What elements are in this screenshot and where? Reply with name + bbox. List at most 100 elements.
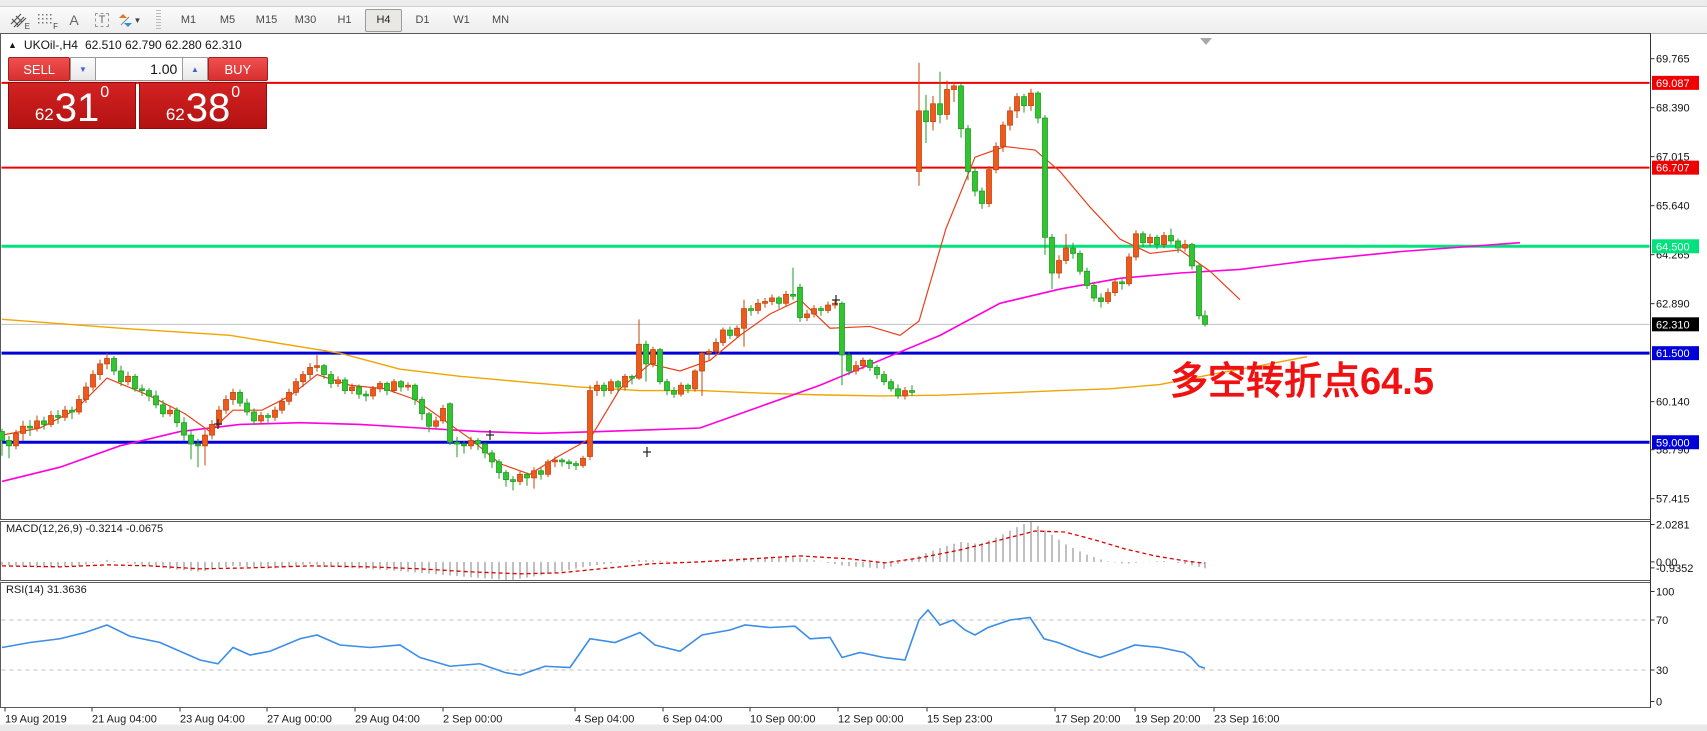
equidistant-channel-icon[interactable]: E: [4, 9, 32, 31]
sell-price-big: 31: [54, 85, 100, 130]
price-badge: [1652, 75, 1699, 90]
pane-frame: [0, 33, 1651, 520]
price-axis-label: 57.415: [1656, 494, 1690, 506]
time-axis-label: 6 Sep 04:00: [663, 714, 722, 726]
time-axis-label: 19 Aug 2019: [5, 714, 67, 726]
price-badge-text: 62.310: [1656, 319, 1690, 331]
price-axis-label: 60.140: [1656, 397, 1690, 409]
timeframe-button-mn[interactable]: MN: [491, 14, 510, 26]
symbol-ohlc: 62.510 62.790 62.280 62.310: [84, 38, 242, 52]
time-axis-label: 21 Aug 04:00: [92, 714, 157, 726]
price-badge: [1652, 435, 1699, 450]
macd-signal-line: [1, 530, 1206, 575]
buy-price-handle: 62: [165, 105, 185, 124]
time-axis-label: 19 Sep 20:00: [1135, 714, 1200, 726]
timeframe-button-m30[interactable]: M30: [294, 14, 317, 26]
symbol-header: ▲ UKOil-,H4 62.510 62.790 62.280 62.310: [8, 38, 242, 52]
toolbar-grip[interactable]: [156, 10, 161, 30]
timeframe-button-d1[interactable]: D1: [415, 14, 430, 26]
macd-value: -0.3214: [85, 523, 123, 535]
macd-pane-title: MACD(12,26,9) -0.3214 -0.0675: [6, 523, 163, 535]
buy-price-big: 38: [185, 85, 231, 130]
macd-axis-label: 2.0281: [1656, 520, 1690, 532]
timeframe-group: M1 M5 M15 M30 H1 H4 D1 W1 MN: [165, 7, 524, 33]
rsi-label: RSI(14): [6, 584, 44, 596]
timeframe-button-h4[interactable]: H4: [365, 8, 402, 32]
price-axis-label: 65.640: [1656, 201, 1690, 213]
time-axis-label: 4 Sep 04:00: [575, 714, 634, 726]
time-axis-label: 23 Aug 04:00: [180, 714, 245, 726]
timeframe-button-w1[interactable]: W1: [453, 14, 470, 26]
timeframe-button-m15[interactable]: M15: [255, 14, 278, 26]
toolbar: E F A T ▼ M1 M5 M15 M30 H1 H4 D1 W1 M: [0, 7, 1707, 34]
price-badge-text: 59.000: [1656, 437, 1690, 449]
price-axis-label: 68.390: [1656, 103, 1690, 115]
buy-price-display[interactable]: 62 38 0: [139, 82, 267, 129]
time-axis-label: 10 Sep 00:00: [750, 714, 815, 726]
text-box-icon[interactable]: T: [88, 9, 116, 31]
time-axis-label: 23 Sep 16:00: [1214, 714, 1279, 726]
rsi-axis-label: 30: [1656, 665, 1668, 677]
price-axis-label: 62.890: [1656, 299, 1690, 311]
rsi-axis-label: 100: [1656, 587, 1674, 599]
drawing-tools-group: E F A T ▼: [0, 7, 148, 33]
price-badge-text: 64.500: [1656, 241, 1690, 253]
window-titlebar-sliver: [0, 0, 1707, 7]
one-click-trading-widget: SELL ▼ 1.00 ▲ BUY 62 31 0 62 38 0: [8, 57, 269, 129]
time-axis-label: 29 Aug 04:00: [355, 714, 420, 726]
rsi-line: [1, 608, 1206, 676]
pane-frame: [0, 521, 1651, 581]
price-badge-text: 66.707: [1656, 163, 1690, 175]
status-strip: [0, 724, 1707, 731]
time-axis-label: 17 Sep 20:00: [1055, 714, 1120, 726]
rsi-pane-title: RSI(14) 31.3636: [6, 584, 87, 596]
time-axis-label: 27 Aug 00:00: [267, 714, 332, 726]
chart-shift-marker[interactable]: [1200, 38, 1212, 45]
rsi-axis-label: 0: [1656, 697, 1662, 709]
price-badge: [1652, 317, 1699, 332]
timeframe-button-m5[interactable]: M5: [219, 14, 236, 26]
volume-increase-button[interactable]: ▲: [182, 57, 208, 81]
sell-button[interactable]: SELL: [8, 57, 71, 81]
time-axis[interactable]: 19 Aug 2019 21 Aug 04:00 23 Aug 04:00 27 Au…: [4, 707, 1279, 726]
price-badge: [1652, 160, 1699, 175]
macd-signal-value: -0.0675: [125, 523, 164, 535]
symbol-arrow-icon: ▲: [8, 40, 17, 50]
price-badge: [1652, 346, 1699, 361]
price-badge-text: 61.500: [1656, 348, 1690, 360]
sell-price-display[interactable]: 62 31 0: [8, 82, 136, 129]
price-badge-text: 69.087: [1656, 78, 1690, 90]
price-axis-label: 69.765: [1656, 54, 1690, 66]
fibonacci-grid-icon[interactable]: F: [32, 9, 60, 31]
macd-pane: [1, 522, 1206, 581]
volume-decrease-button[interactable]: ▼: [70, 57, 96, 81]
macd-axis-label: 0.00: [1656, 557, 1677, 569]
price-badge: [1652, 239, 1699, 254]
pane-frame: [0, 582, 1651, 708]
time-axis-label: 12 Sep 00:00: [838, 714, 903, 726]
buy-button[interactable]: BUY: [207, 57, 269, 81]
volume-input[interactable]: 1.00: [95, 57, 183, 81]
ma-fast-line: [1, 145, 1241, 475]
sell-price-pip: 0: [100, 84, 110, 101]
chart-annotation-text: 多空转折点64.5: [1170, 361, 1434, 403]
rsi-axis-label: 70: [1656, 615, 1668, 627]
macd-label: MACD(12,26,9): [6, 523, 83, 535]
chevron-down-icon[interactable]: ▼: [133, 15, 142, 25]
time-axis-label: 2 Sep 00:00: [443, 714, 502, 726]
timeframe-button-h1[interactable]: H1: [337, 14, 352, 26]
ma-mid-line: [1, 241, 1521, 483]
buy-price-pip: 0: [231, 84, 241, 101]
candles: [0, 62, 1208, 491]
symbol-name: UKOil-,H4: [23, 38, 78, 52]
price-axis[interactable]: 69.76568.39067.01565.64064.26562.89060.1…: [1650, 54, 1700, 709]
time-axis-label: 15 Sep 23:00: [927, 714, 992, 726]
macd-axis-label: -0.9352: [1656, 563, 1693, 575]
text-label-icon[interactable]: A: [69, 12, 79, 28]
sell-price-handle: 62: [34, 105, 54, 124]
timeframe-button-m1[interactable]: M1: [180, 14, 197, 26]
rsi-value: 31.3636: [46, 584, 87, 596]
arrows-tool-icon[interactable]: ▼: [116, 9, 144, 31]
